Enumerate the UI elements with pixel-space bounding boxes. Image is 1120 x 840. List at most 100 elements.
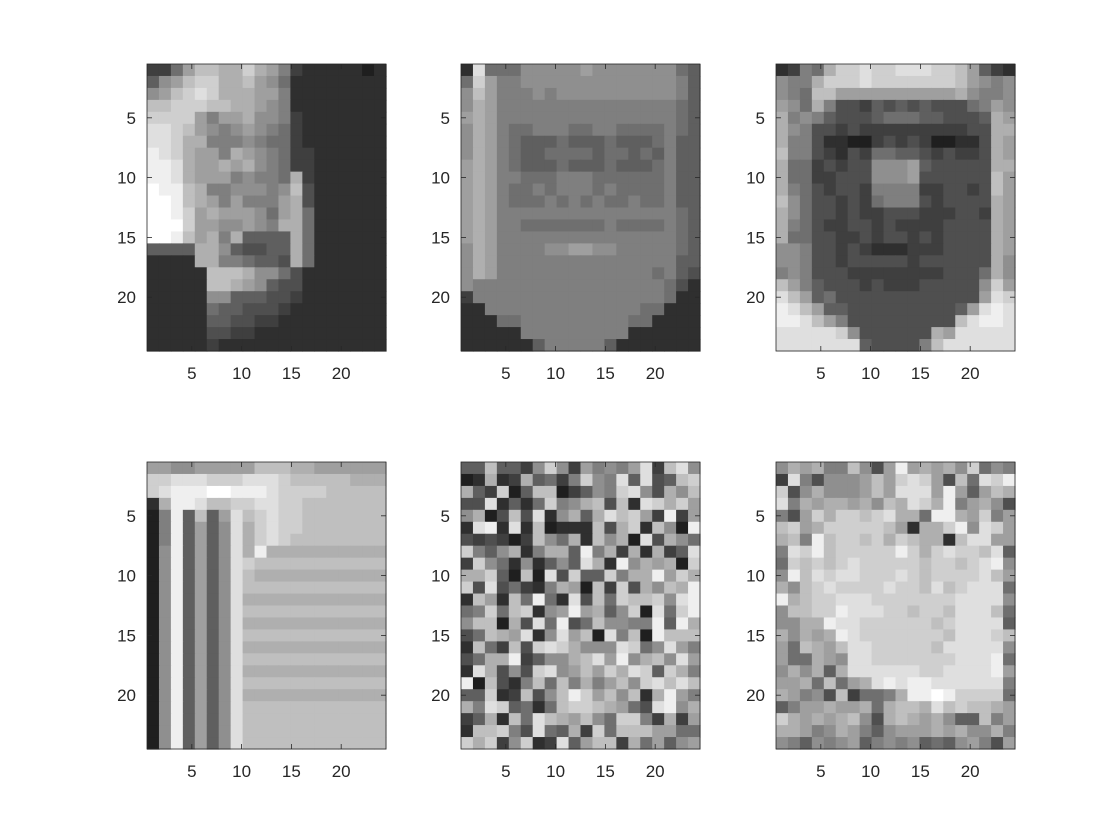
heatmap-cell bbox=[799, 677, 813, 690]
heatmap-cell bbox=[823, 291, 837, 304]
heatmap-cell bbox=[290, 123, 303, 137]
heatmap-cell bbox=[664, 99, 677, 113]
heatmap-cell bbox=[362, 99, 375, 113]
heatmap-cell bbox=[206, 183, 220, 197]
heatmap-cell bbox=[871, 231, 885, 244]
heatmap-cell bbox=[520, 339, 534, 352]
heatmap-cell bbox=[919, 689, 932, 702]
heatmap-cell bbox=[147, 737, 160, 750]
heatmap-cell bbox=[835, 462, 849, 475]
heatmap-cell bbox=[616, 725, 629, 738]
heatmap-cell bbox=[580, 497, 594, 511]
heatmap-cell bbox=[604, 123, 617, 137]
heatmap-cell bbox=[592, 64, 605, 77]
heatmap-cell bbox=[1003, 701, 1016, 714]
heatmap-cell bbox=[580, 725, 594, 738]
heatmap-cell bbox=[326, 557, 339, 571]
heatmap-cell bbox=[991, 701, 1004, 714]
heatmap-cell bbox=[218, 267, 232, 280]
heatmap-cell bbox=[158, 521, 172, 535]
heatmap-cell bbox=[640, 303, 653, 316]
heatmap-cell bbox=[664, 159, 677, 173]
heatmap-cell bbox=[592, 123, 605, 137]
heatmap-cell bbox=[931, 617, 944, 631]
heatmap-cell bbox=[823, 159, 837, 173]
heatmap-cell bbox=[290, 291, 303, 304]
heatmap-cell bbox=[616, 147, 629, 161]
heatmap-cell bbox=[676, 713, 689, 726]
heatmap-cell bbox=[676, 557, 689, 571]
heatmap-cell bbox=[640, 569, 653, 583]
heatmap-cell bbox=[461, 195, 474, 209]
heatmap-cell bbox=[170, 64, 184, 77]
heatmap-cell bbox=[158, 243, 172, 256]
heatmap-cell bbox=[544, 569, 558, 583]
heatmap-cell bbox=[787, 701, 801, 714]
heatmap-cell bbox=[544, 303, 558, 316]
heatmap-cell bbox=[158, 147, 172, 161]
heatmap-cell bbox=[847, 87, 861, 101]
heatmap-cell bbox=[592, 653, 605, 666]
x-tick-label: 10 bbox=[232, 364, 251, 383]
heatmap-cell bbox=[943, 617, 956, 631]
heatmap-cell bbox=[871, 665, 885, 678]
heatmap-cell bbox=[532, 315, 546, 328]
heatmap-cell bbox=[254, 183, 268, 197]
heatmap-cell bbox=[182, 617, 196, 631]
heatmap-cell bbox=[1003, 279, 1016, 292]
heatmap-cell bbox=[472, 64, 486, 77]
heatmap-cell bbox=[943, 725, 956, 738]
heatmap-cell bbox=[823, 581, 837, 595]
heatmap-cell bbox=[278, 303, 291, 316]
heatmap-cell bbox=[230, 195, 244, 209]
heatmap-cell bbox=[776, 183, 789, 197]
heatmap-cell bbox=[158, 641, 172, 654]
heatmap-cell bbox=[374, 629, 387, 642]
heatmap-cell bbox=[799, 725, 813, 738]
heatmap-cell bbox=[374, 64, 387, 77]
heatmap-cell bbox=[859, 327, 873, 340]
heatmap-cell bbox=[496, 737, 510, 750]
heatmap-cell bbox=[147, 509, 160, 523]
heatmap-cell bbox=[967, 64, 980, 77]
heatmap-cell bbox=[532, 99, 546, 113]
heatmap-cell bbox=[158, 64, 172, 77]
heatmap-cell bbox=[266, 533, 280, 547]
heatmap-cell bbox=[170, 557, 184, 571]
heatmap-cell bbox=[1003, 147, 1016, 161]
heatmap-cell bbox=[859, 183, 873, 197]
heatmap-cell bbox=[254, 545, 268, 559]
heatmap-cell bbox=[592, 509, 605, 523]
heatmap-cell bbox=[532, 665, 546, 678]
heatmap-cell bbox=[859, 339, 873, 352]
heatmap-cell bbox=[919, 629, 932, 642]
heatmap-cell bbox=[676, 629, 689, 642]
heatmap-cell bbox=[532, 267, 546, 280]
heatmap-cell bbox=[242, 64, 256, 77]
heatmap-cell bbox=[290, 641, 303, 654]
heatmap-cell bbox=[955, 291, 968, 304]
heatmap-cell bbox=[290, 521, 303, 535]
heatmap-cell bbox=[604, 339, 617, 352]
heatmap-cell bbox=[338, 339, 351, 352]
heatmap-cell bbox=[664, 737, 677, 750]
heatmap-cell bbox=[835, 485, 849, 499]
heatmap-cell bbox=[859, 255, 873, 268]
heatmap-cell bbox=[676, 593, 689, 607]
heatmap-cell bbox=[823, 99, 837, 113]
heatmap-cell bbox=[338, 677, 351, 690]
heatmap-cell bbox=[242, 653, 256, 666]
heatmap-cell bbox=[967, 267, 980, 280]
heatmap-cell bbox=[787, 279, 801, 292]
heatmap-cell bbox=[776, 521, 789, 535]
heatmap-cell bbox=[907, 653, 920, 666]
heatmap-cell bbox=[508, 665, 522, 678]
heatmap-cell bbox=[326, 521, 339, 535]
heatmap-cell bbox=[580, 243, 594, 256]
heatmap-cell bbox=[919, 737, 932, 750]
heatmap-cell bbox=[147, 99, 160, 113]
heatmap-cell bbox=[859, 701, 873, 714]
heatmap-cell bbox=[350, 195, 363, 209]
heatmap-cell bbox=[787, 183, 801, 197]
